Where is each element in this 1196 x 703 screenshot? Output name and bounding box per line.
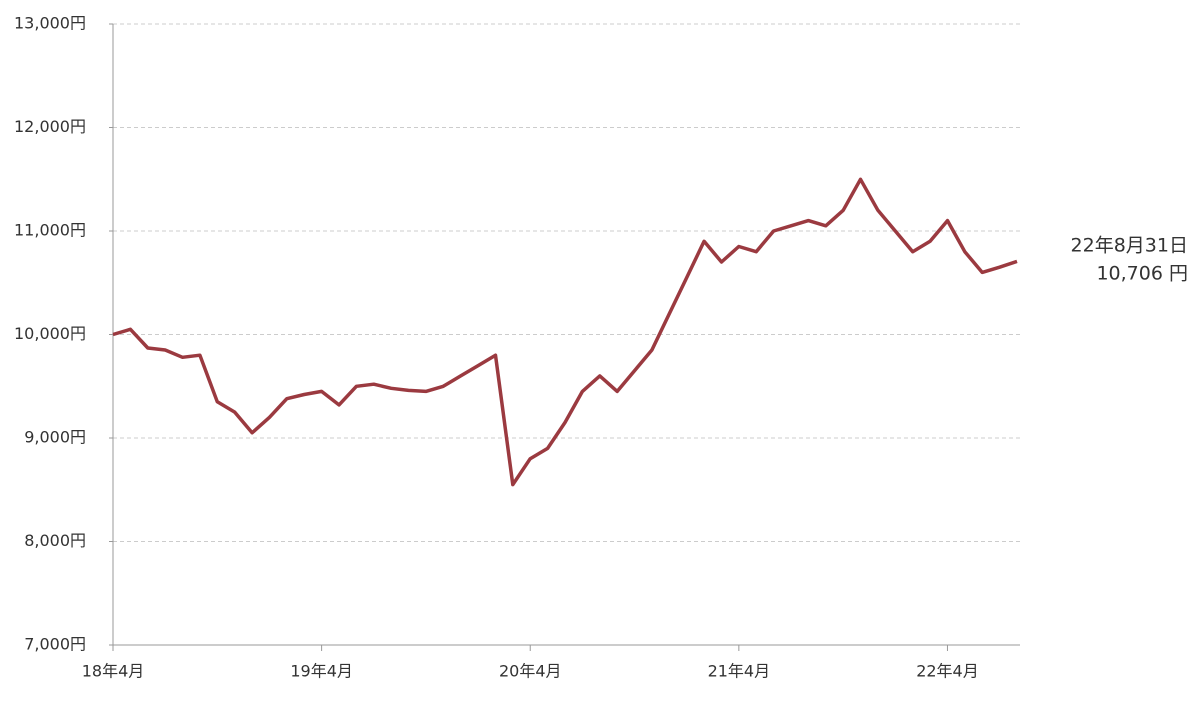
y-tick-label: 13,000円 [14, 14, 86, 33]
x-tick-label: 22年4月 [916, 662, 979, 681]
y-tick-label: 8,000円 [24, 531, 86, 550]
x-tick-label: 18年4月 [82, 662, 145, 681]
x-tick-label: 19年4月 [290, 662, 353, 681]
y-tick-label: 10,000円 [14, 324, 86, 343]
y-tick-label: 12,000円 [14, 117, 86, 136]
x-tick-label: 21年4月 [708, 662, 771, 681]
y-tick-label: 9,000円 [24, 428, 86, 447]
end-date: 22年8月31日 [1071, 235, 1188, 257]
x-tick-label: 20年4月 [499, 662, 562, 681]
y-tick-label: 11,000円 [14, 221, 86, 240]
end-value: 10,706 円 [1096, 263, 1188, 285]
price-line [112, 177, 1018, 487]
y-tick-label: 7,000円 [24, 635, 86, 654]
